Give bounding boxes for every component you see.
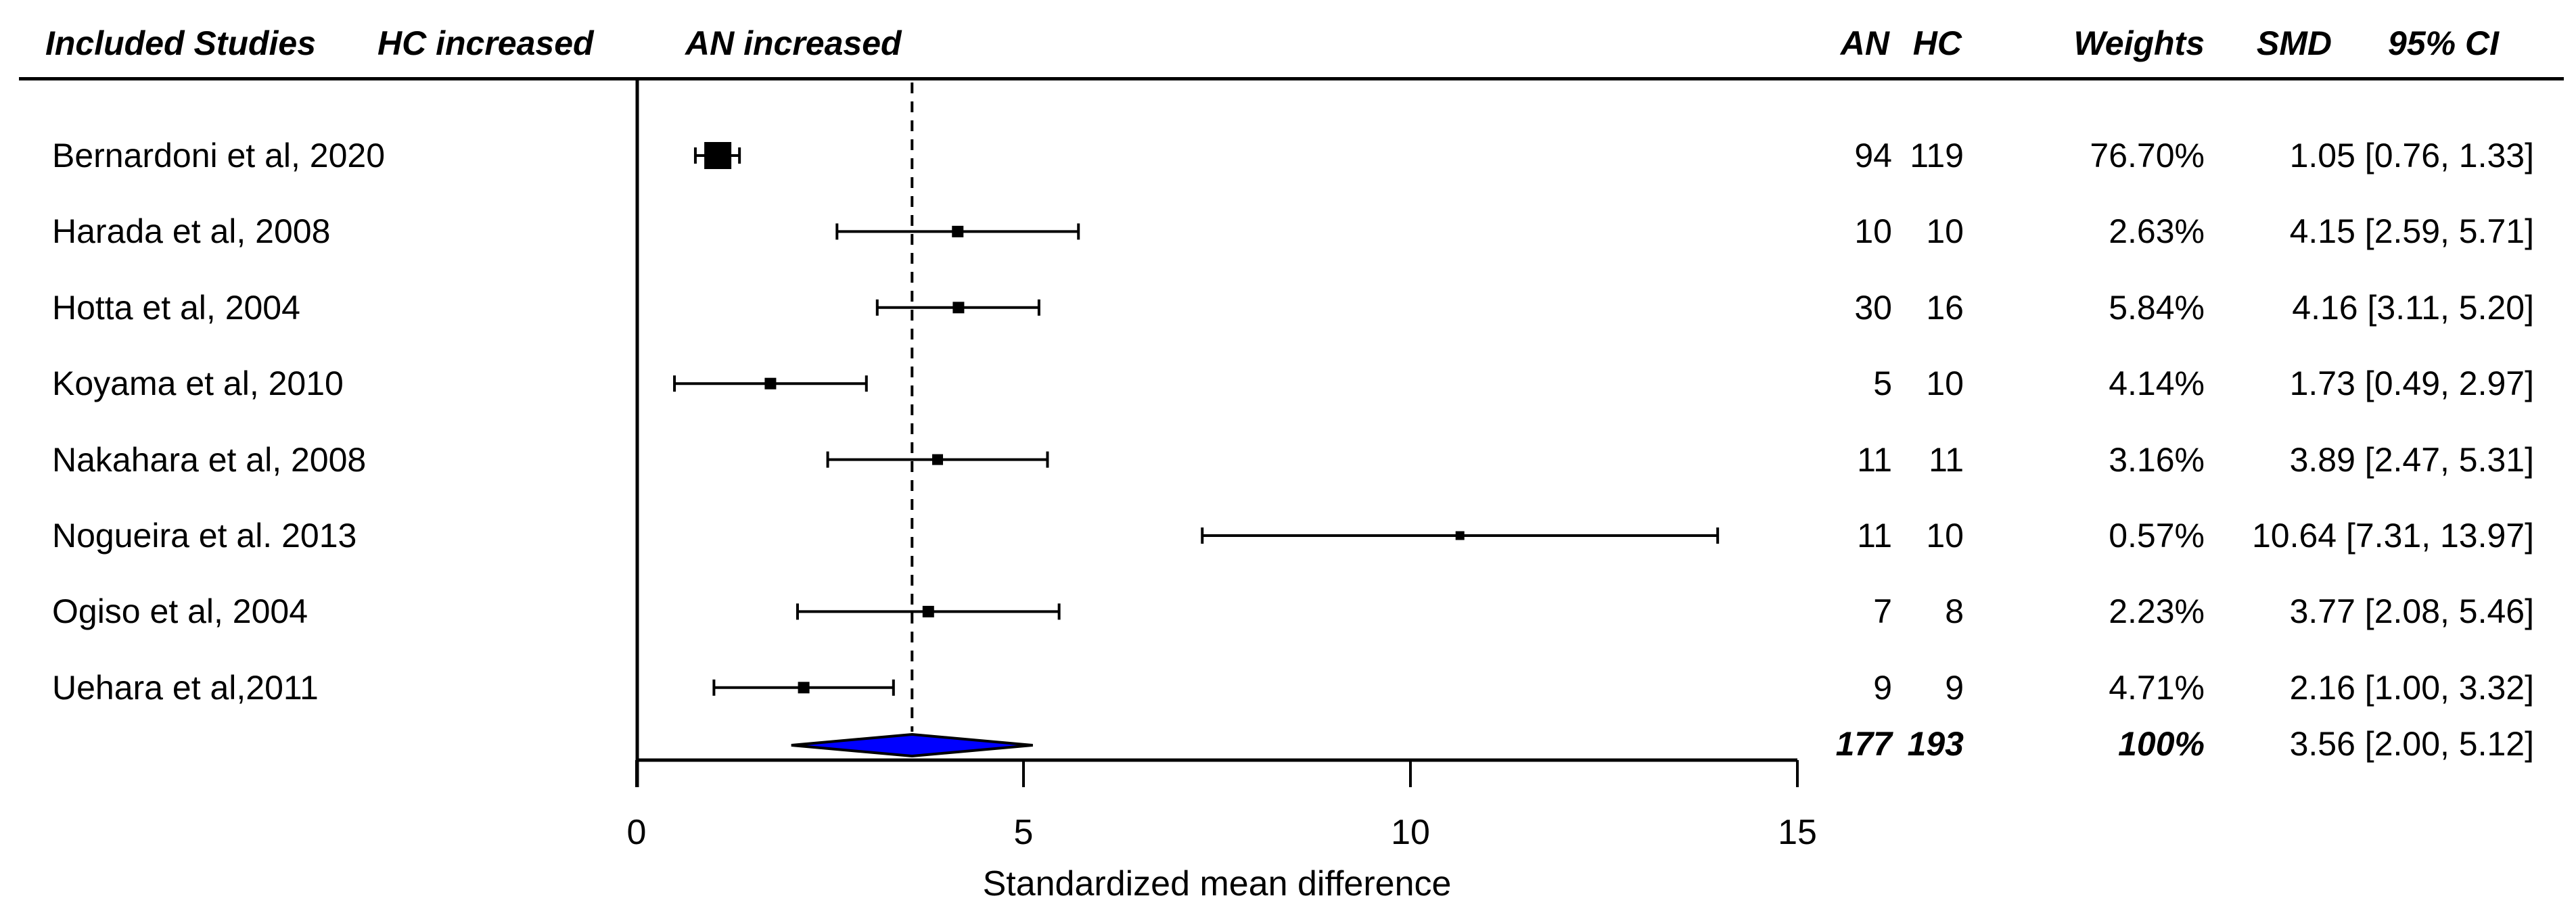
hc-count: 10	[1926, 212, 1964, 251]
smd-ci-value: 4.16 [3.11, 5.20]	[2292, 288, 2534, 327]
smd-ci-value: 1.73 [0.49, 2.97]	[2289, 365, 2534, 403]
x-axis-title: Standardized mean difference	[982, 864, 1452, 903]
study-label: Nogueira et al. 2013	[52, 517, 357, 555]
weight-value: 2.63%	[2109, 212, 2205, 251]
smd-ci-value: 4.15 [2.59, 5.71]	[2289, 212, 2534, 251]
smd-ci-value: 1.05 [0.76, 1.33]	[2289, 137, 2534, 174]
study-label: Harada et al, 2008	[52, 212, 331, 251]
weight-value: 2.23%	[2109, 592, 2205, 631]
study-label: Bernardoni et al, 2020	[52, 137, 386, 174]
smd-ci-value: 10.64 [7.31, 13.97]	[2251, 517, 2534, 555]
study-label: Koyama et al, 2010	[52, 365, 344, 403]
an-count: 11	[1857, 440, 1892, 479]
weight-value: 4.14%	[2109, 365, 2205, 403]
smd-ci-value: 3.89 [2.47, 5.31]	[2289, 440, 2534, 479]
col-header-ci: 95% CI	[2388, 24, 2499, 62]
col-header-smd: SMD	[2256, 24, 2332, 62]
an-count: 30	[1854, 288, 1892, 327]
an-count: 94	[1854, 137, 1892, 174]
smd-marker	[952, 302, 965, 314]
smd-marker	[1455, 531, 1465, 540]
smd-marker	[932, 454, 944, 465]
col-header-an-increased: AN increased	[685, 24, 902, 62]
weight-value: 3.16%	[2109, 440, 2205, 479]
x-tick-label: 10	[1391, 813, 1430, 852]
hc-count: 9	[1945, 668, 1964, 707]
hc-count: 119	[1910, 137, 1964, 174]
an-count: 9	[1873, 668, 1892, 707]
weight-value: 0.57%	[2109, 517, 2205, 555]
total-an-count: 177	[1835, 725, 1892, 763]
x-tick-label: 0	[626, 813, 647, 852]
col-header-weights: Weights	[2073, 24, 2205, 62]
smd-marker	[922, 605, 934, 617]
smd-marker	[704, 142, 732, 169]
hc-count: 10	[1926, 517, 1964, 555]
total-weight-value: 100%	[2118, 725, 2205, 763]
weight-value: 4.71%	[2109, 668, 2205, 707]
study-label: Ogiso et al, 2004	[52, 592, 308, 631]
hc-count: 16	[1926, 288, 1964, 327]
smd-marker	[952, 225, 964, 237]
x-tick-label: 15	[1778, 813, 1817, 852]
hc-count: 8	[1945, 592, 1964, 631]
col-header-hc-increased: HC increased	[377, 24, 594, 62]
hc-count: 10	[1926, 365, 1964, 403]
col-header-an: AN	[1840, 24, 1889, 62]
an-count: 7	[1873, 592, 1892, 631]
header-divider-line	[19, 77, 2564, 80]
study-label: Uehara et al,2011	[52, 668, 319, 707]
smd-marker	[764, 377, 777, 390]
weight-value: 5.84%	[2109, 288, 2205, 327]
summary-diamond	[791, 732, 1033, 758]
an-count: 11	[1857, 517, 1892, 555]
hc-count: 11	[1929, 440, 1964, 479]
study-label: Hotta et al, 2004	[52, 288, 300, 327]
study-label: Nakahara et al, 2008	[52, 440, 367, 479]
col-header-hc: HC	[1912, 24, 1962, 62]
an-count: 10	[1854, 212, 1892, 251]
total-smd-ci-value: 3.56 [2.00, 5.12]	[2289, 725, 2534, 763]
an-count: 5	[1873, 365, 1892, 403]
weight-value: 76.70%	[2090, 137, 2205, 174]
smd-marker	[798, 682, 810, 694]
x-tick-label: 5	[1013, 813, 1034, 852]
col-header-included-studies: Included Studies	[45, 24, 317, 62]
smd-ci-value: 3.77 [2.08, 5.46]	[2289, 592, 2534, 631]
total-hc-count: 193	[1907, 725, 1964, 763]
smd-ci-value: 2.16 [1.00, 3.32]	[2289, 668, 2534, 707]
